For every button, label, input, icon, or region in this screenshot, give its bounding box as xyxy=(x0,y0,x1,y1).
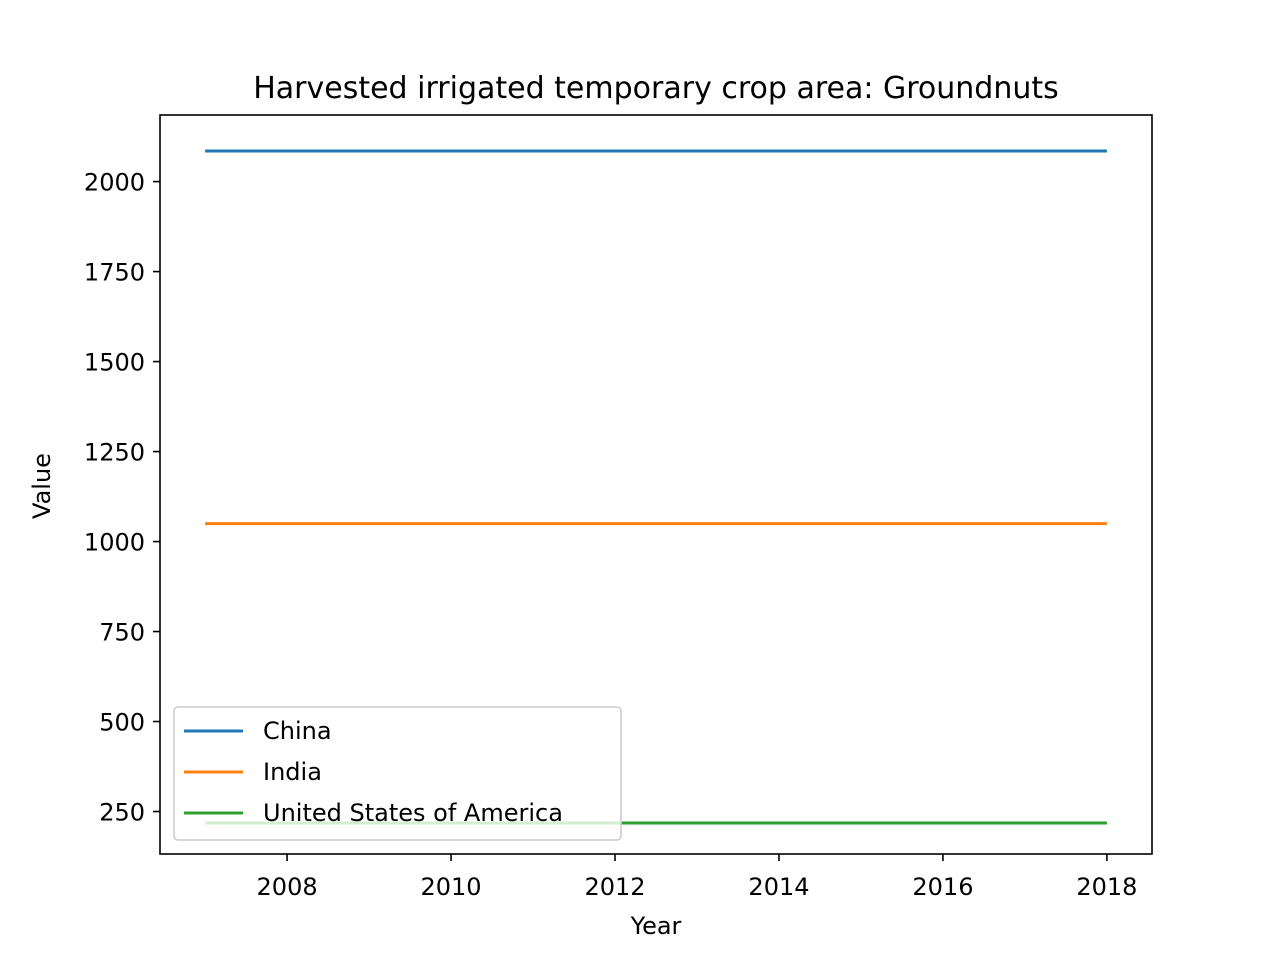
y-tick-label: 1250 xyxy=(84,439,145,467)
x-tick-label: 2012 xyxy=(584,873,645,901)
x-tick-label: 2016 xyxy=(912,873,973,901)
legend: China India United States of America xyxy=(173,706,622,841)
y-tick-label: 750 xyxy=(99,619,145,647)
legend-label-2: United States of America xyxy=(263,799,563,827)
y-axis-label: Value xyxy=(28,453,56,519)
x-tick-label: 2008 xyxy=(257,873,318,901)
x-tick-label: 2010 xyxy=(421,873,482,901)
y-tick-label: 1500 xyxy=(84,349,145,377)
y-tick-label: 1000 xyxy=(84,529,145,557)
y-tick-label: 2000 xyxy=(84,169,145,197)
y-tick-label: 500 xyxy=(99,709,145,737)
legend-box xyxy=(173,706,622,841)
legend-label-0: China xyxy=(263,717,332,745)
x-axis-label: Year xyxy=(630,912,682,940)
y-tick-label: 250 xyxy=(99,799,145,827)
legend-label-1: India xyxy=(263,758,322,786)
plot-area-frame xyxy=(159,114,1153,855)
x-tick-label: 2018 xyxy=(1076,873,1137,901)
y-tick-label: 1750 xyxy=(84,259,145,287)
chart-title: Harvested irrigated temporary crop area:… xyxy=(253,71,1059,106)
x-axis-ticks: 2008 2010 2012 2014 2016 2018 xyxy=(257,854,1137,901)
y-axis-ticks: 250 500 750 1000 1250 1500 1750 2000 xyxy=(84,169,160,827)
x-tick-label: 2014 xyxy=(748,873,809,901)
